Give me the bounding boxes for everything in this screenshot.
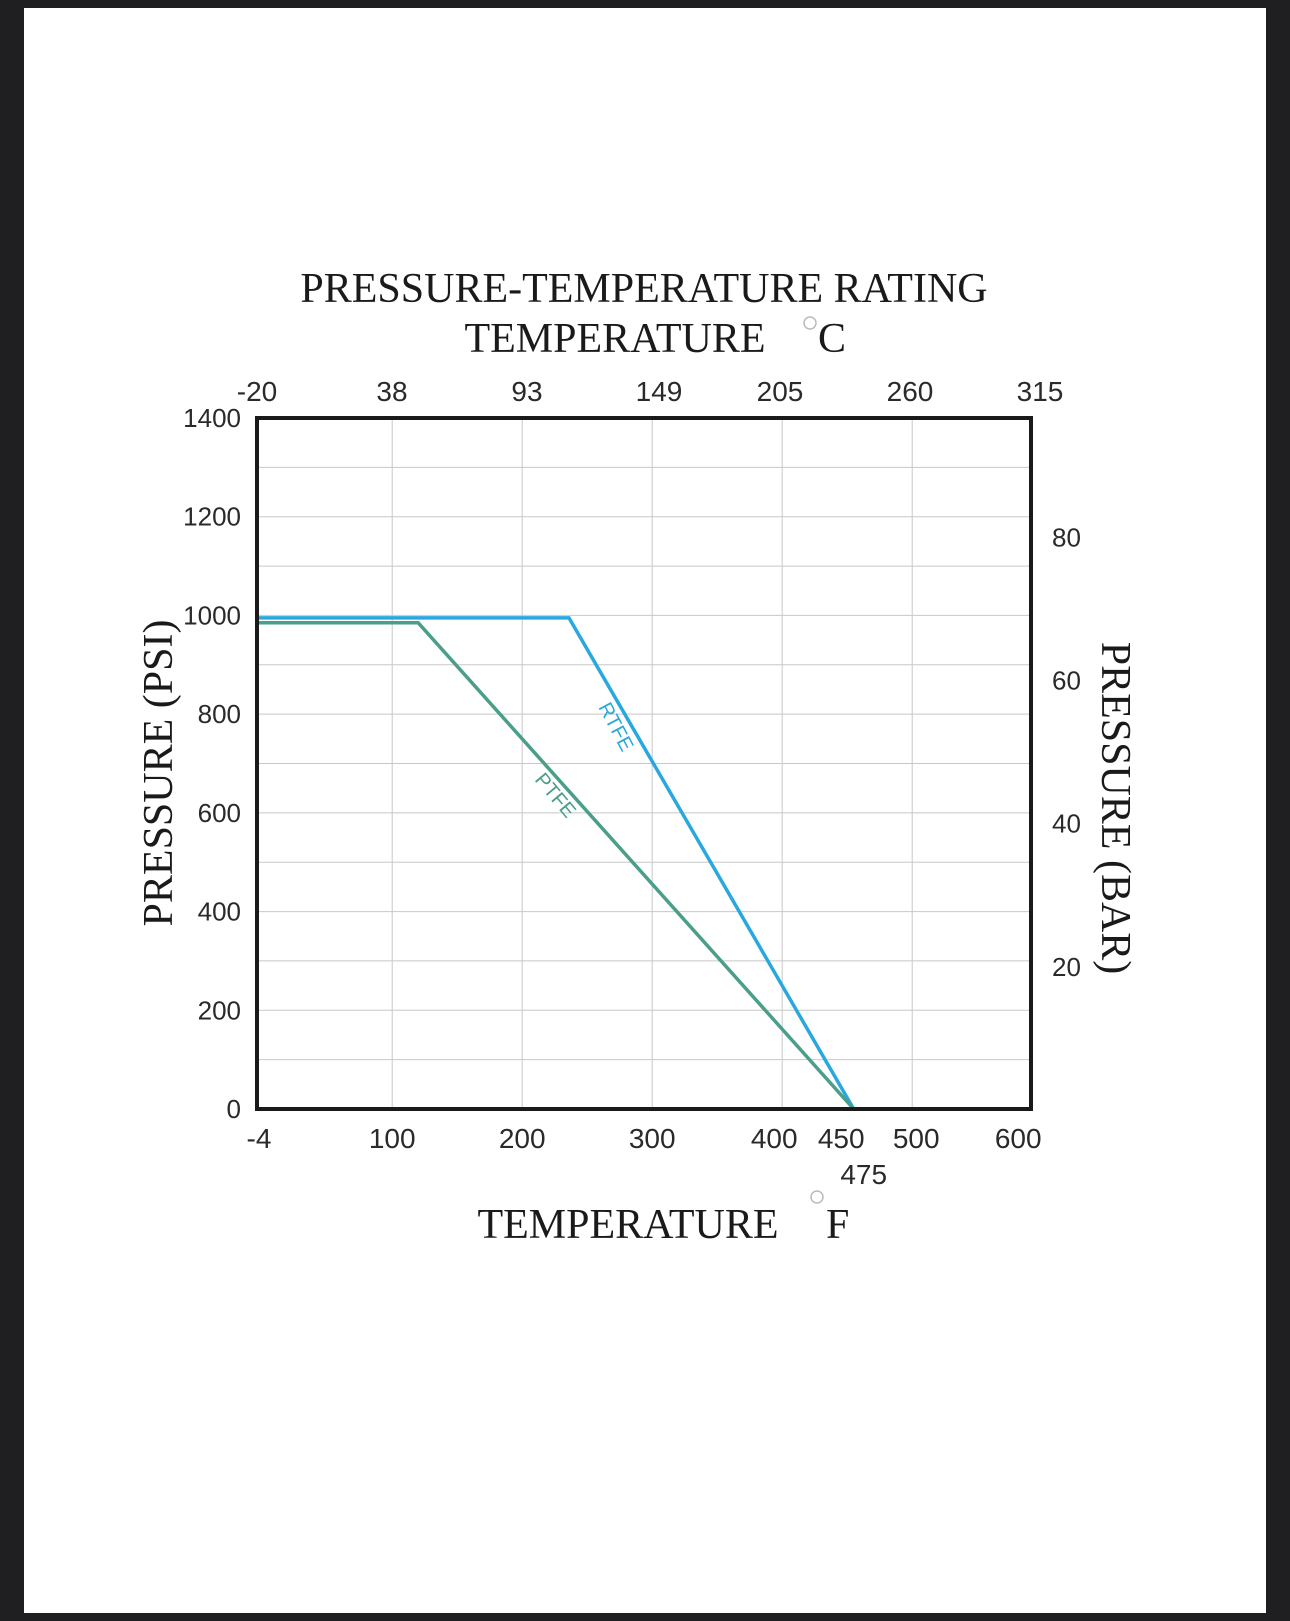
y-tick-label: 1000	[183, 600, 241, 630]
y-tick-label: 1400	[183, 403, 241, 433]
x-tick-label: 600	[995, 1123, 1042, 1154]
y-tick-label: 200	[198, 995, 241, 1025]
y-tick-label: 0	[227, 1094, 241, 1124]
top-tick-label: 38	[376, 376, 407, 407]
x-tick-label: 500	[893, 1123, 940, 1154]
y2-tick-label: 60	[1052, 665, 1081, 695]
x-tick-label: 100	[369, 1123, 416, 1154]
x-tick-label: 300	[629, 1123, 676, 1154]
x-tick-label: 450	[818, 1123, 865, 1154]
chart-sheet: RTFE PTFE PRESSURE-TEMPERATURE RATING TEMPE…	[24, 8, 1266, 1613]
y-tick-label: 400	[198, 897, 241, 927]
y2-axis-title: PRESSURE (BAR)	[1092, 642, 1138, 975]
y-tick-label: 1200	[183, 502, 241, 532]
series-line-rtfe	[257, 616, 856, 1110]
top-tick-label: 205	[757, 376, 804, 407]
top-tick-label: 93	[511, 376, 542, 407]
top-tick-label: 315	[1017, 376, 1064, 407]
y2-tick-label: 40	[1052, 809, 1081, 839]
y-axis-title: PRESSURE (PSI)	[136, 620, 182, 927]
chart-title: PRESSURE-TEMPERATURE RATING	[300, 266, 987, 312]
x-axis-title: TEMPERATURE	[477, 1202, 778, 1248]
y-tick-label: 800	[198, 699, 241, 729]
top-axis-unit: C	[818, 316, 846, 362]
y2-tick-label: 20	[1052, 952, 1081, 982]
series-line-ptfe	[257, 621, 856, 1111]
y2-tick-label: 80	[1052, 522, 1081, 552]
x-tick-label: 200	[499, 1123, 546, 1154]
top-tick-label: -20	[237, 376, 277, 407]
top-tick-label: 149	[636, 376, 683, 407]
plot-frame	[255, 416, 1033, 1111]
y-tick-label: 600	[198, 798, 241, 828]
x-tick-label-extra: 475	[840, 1159, 887, 1190]
degree-symbol-icon	[803, 316, 817, 330]
top-axis-title: TEMPERATURE	[464, 316, 765, 362]
top-tick-label: 260	[887, 376, 934, 407]
degree-symbol-icon	[810, 1190, 824, 1204]
x-axis-unit: F	[826, 1202, 849, 1248]
x-tick-label: -4	[247, 1123, 272, 1154]
x-tick-label: 400	[751, 1123, 798, 1154]
